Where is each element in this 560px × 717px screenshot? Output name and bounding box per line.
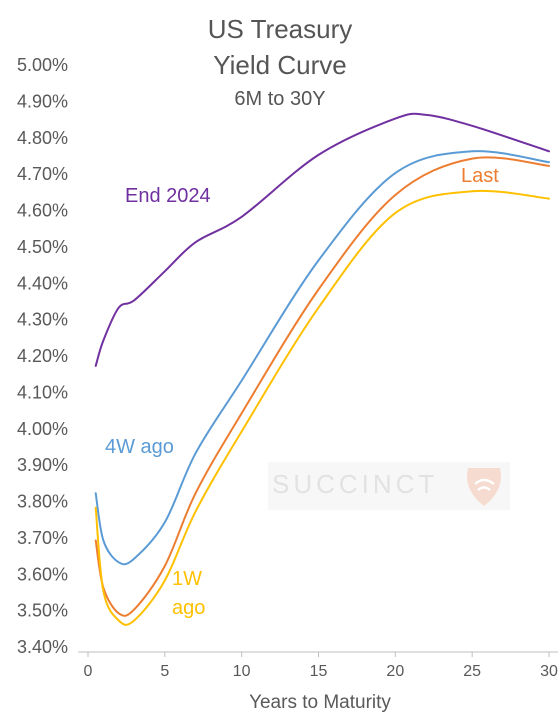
x-axis: 0 5 10 15 20 25 30 — [84, 652, 558, 680]
x-tick-label: 20 — [386, 663, 404, 680]
chart-title-line-2: Yield Curve — [213, 50, 347, 80]
y-tick-label: 4.30% — [17, 310, 68, 330]
y-tick-label: 3.70% — [17, 528, 68, 548]
x-tick-label: 30 — [540, 663, 558, 680]
y-tick-label: 3.50% — [17, 601, 68, 621]
watermark: SUCCINCT — [268, 462, 510, 510]
chart-subtitle: 6M to 30Y — [234, 88, 326, 110]
series-labels: End 2024 4W ago Last 1W ago — [105, 165, 499, 619]
y-tick-label: 4.70% — [17, 164, 68, 184]
y-tick-label: 4.40% — [17, 273, 68, 293]
x-tick-label: 0 — [84, 663, 93, 680]
y-tick-label: 4.90% — [17, 91, 68, 111]
y-axis: 3.40% 3.50% 3.60% 3.70% 3.80% 3.90% 4.00% 4.10%… — [17, 55, 68, 657]
y-tick-label: 4.00% — [17, 419, 68, 439]
x-tick-label: 10 — [233, 663, 251, 680]
x-tick-label: 15 — [310, 663, 328, 680]
watermark-text: SUCCINCT — [272, 469, 438, 499]
watermark-logo-icon — [467, 468, 501, 506]
y-tick-label: 3.40% — [17, 637, 68, 657]
y-tick-label: 4.10% — [17, 382, 68, 402]
series-label-4w-ago: 4W ago — [105, 436, 174, 458]
series-label-end-2024: End 2024 — [125, 185, 211, 207]
series-line-4w-ago — [94, 150, 550, 566]
series-line-1w-ago — [94, 189, 550, 626]
y-tick-label: 5.00% — [17, 55, 68, 75]
chart-title-line-1: US Treasury — [207, 14, 353, 44]
y-tick-label: 3.80% — [17, 492, 68, 512]
series-line-last — [94, 156, 550, 617]
series-line-end-2024 — [94, 112, 550, 367]
y-tick-label: 3.90% — [17, 455, 68, 475]
y-tick-label: 4.60% — [17, 201, 68, 221]
series-label-1w-ago: ago — [172, 597, 205, 619]
x-tick-label: 5 — [160, 663, 169, 680]
series-layer — [94, 112, 550, 626]
series-label-1w-ago: 1W — [172, 568, 202, 590]
y-tick-label: 4.50% — [17, 237, 68, 257]
y-tick-label: 3.60% — [17, 564, 68, 584]
x-axis-label: Years to Maturity — [249, 692, 391, 713]
y-tick-label: 4.20% — [17, 346, 68, 366]
series-label-last: Last — [461, 165, 499, 187]
y-tick-label: 4.80% — [17, 128, 68, 148]
x-tick-label: 25 — [463, 663, 481, 680]
